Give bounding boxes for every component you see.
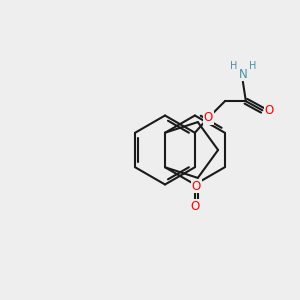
Text: O: O (264, 104, 274, 117)
Text: H: H (249, 61, 256, 71)
Text: N: N (238, 68, 247, 81)
Text: H: H (230, 61, 237, 71)
Text: O: O (190, 200, 200, 213)
Text: O: O (204, 111, 213, 124)
Text: O: O (192, 179, 201, 193)
